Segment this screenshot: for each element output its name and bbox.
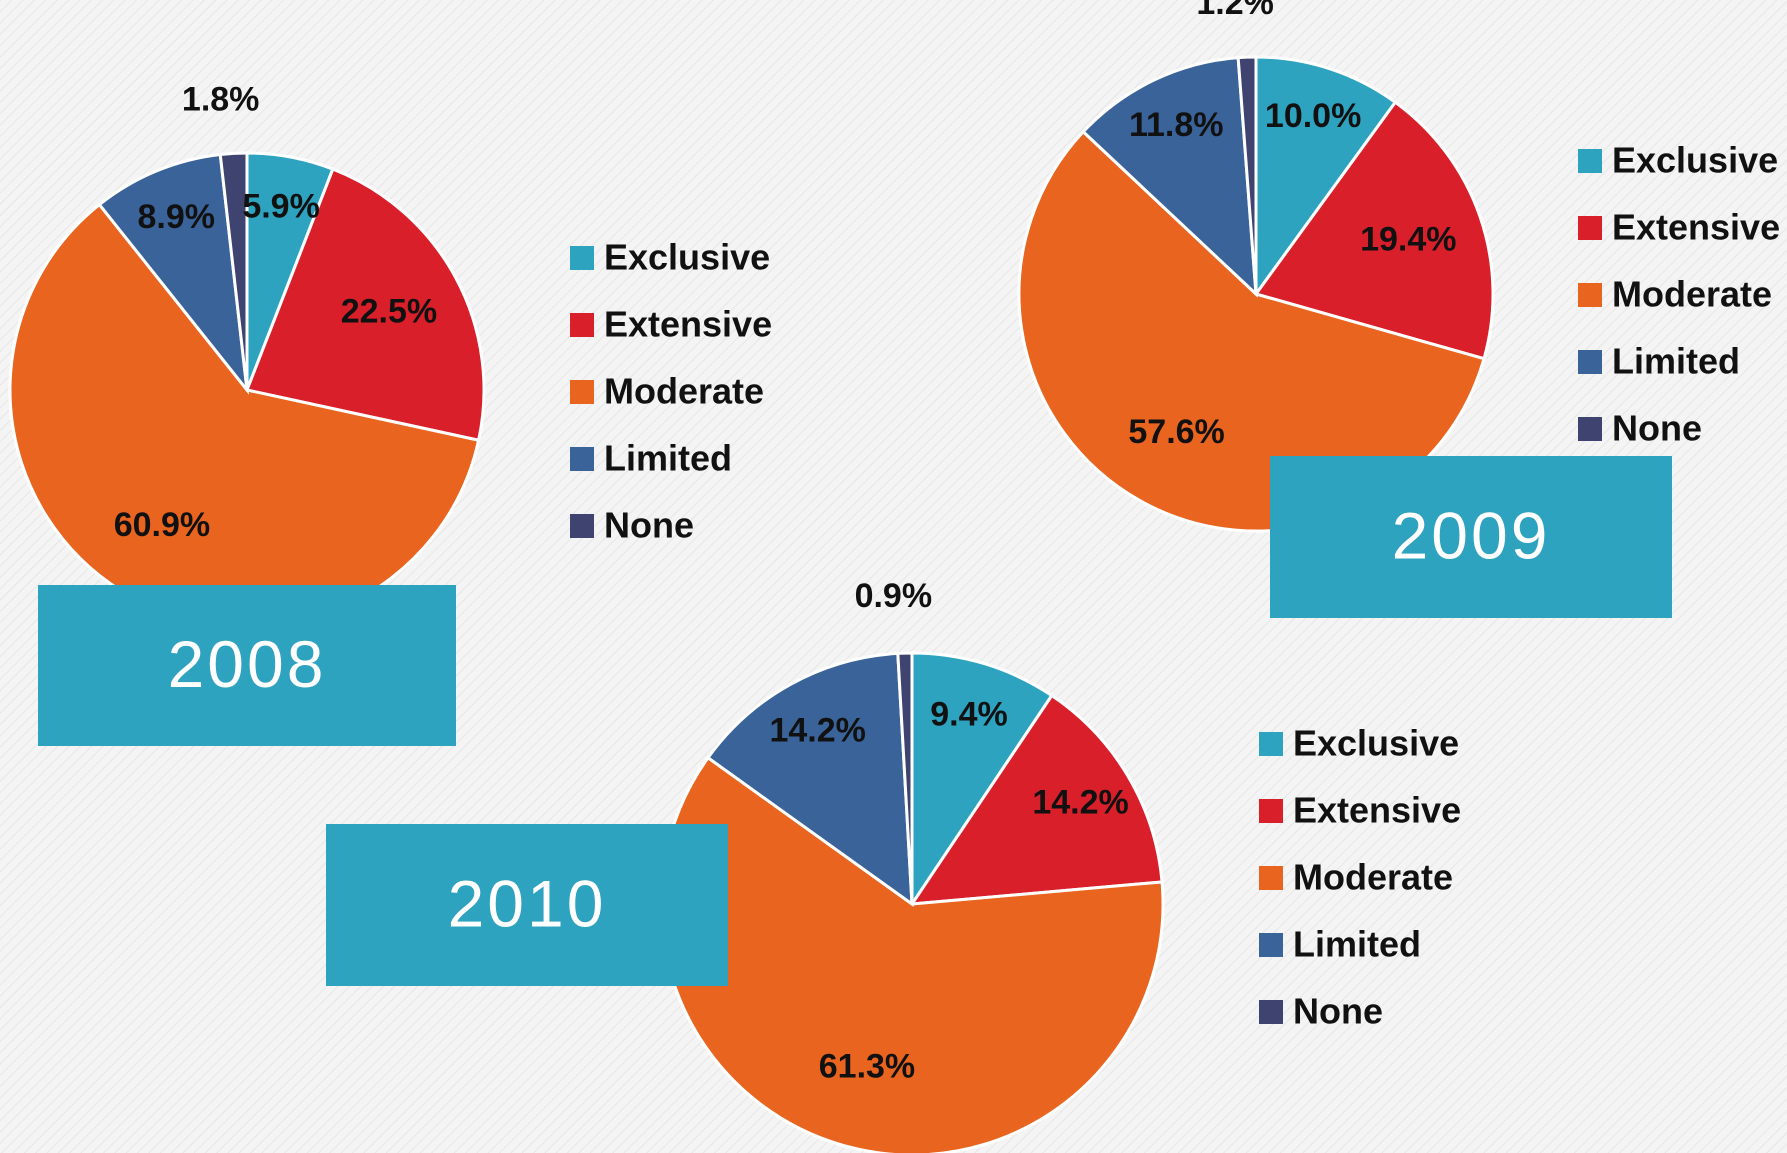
title-box xyxy=(326,824,728,986)
chart-title: 2010 xyxy=(448,866,607,940)
legend-label: Limited xyxy=(604,438,732,479)
legend-label: Exclusive xyxy=(1293,723,1459,764)
data-label: 1.2% xyxy=(1196,0,1274,22)
data-label: 61.3% xyxy=(819,1048,915,1086)
data-label: 19.4% xyxy=(1360,220,1456,258)
data-label: 0.9% xyxy=(855,577,933,615)
pie-slice xyxy=(1254,55,1398,299)
legend-swatch xyxy=(1578,216,1602,240)
pie-slice xyxy=(244,167,486,443)
legend-swatch xyxy=(1578,350,1602,374)
legend-swatch xyxy=(570,380,594,404)
legend-label: None xyxy=(604,505,694,546)
chart-title: 2009 xyxy=(1392,498,1551,572)
legend-label: Extensive xyxy=(1293,790,1461,831)
data-label: 1.8% xyxy=(182,80,260,118)
data-label: 8.9% xyxy=(138,198,216,236)
title-box xyxy=(1270,456,1672,618)
legend-swatch xyxy=(570,313,594,337)
legend-label: Exclusive xyxy=(604,237,770,278)
pie-slice xyxy=(1236,55,1258,295)
legend-swatch xyxy=(1259,799,1283,823)
legend-label: Extensive xyxy=(604,304,772,345)
pie-slice xyxy=(909,693,1164,906)
legend-label: Moderate xyxy=(604,371,764,412)
data-label: 60.9% xyxy=(114,506,210,544)
legend-swatch xyxy=(1259,732,1283,756)
pie-slice xyxy=(1253,100,1495,361)
data-label: 57.6% xyxy=(1128,413,1224,451)
data-label: 14.2% xyxy=(769,711,865,749)
legend-swatch xyxy=(570,514,594,538)
data-label: 5.9% xyxy=(242,187,320,225)
data-label: 22.5% xyxy=(341,293,437,331)
title-box xyxy=(38,585,456,746)
legend-label: Limited xyxy=(1293,924,1421,965)
data-label: 14.2% xyxy=(1032,783,1128,821)
legend-swatch xyxy=(1578,149,1602,173)
legend-swatch xyxy=(1259,933,1283,957)
legend-label: Moderate xyxy=(1293,857,1453,898)
legend-swatch xyxy=(570,447,594,471)
legend-swatch xyxy=(1578,417,1602,441)
legend-label: Extensive xyxy=(1612,207,1780,248)
legend-swatch xyxy=(1259,1000,1283,1024)
legend-label: Moderate xyxy=(1612,274,1772,315)
legend-label: Exclusive xyxy=(1612,140,1778,181)
legend-swatch xyxy=(1259,866,1283,890)
data-label: 11.8% xyxy=(1129,106,1224,144)
pie-slice xyxy=(910,651,1054,909)
pie-slice xyxy=(218,151,249,391)
pie-slice xyxy=(705,651,914,908)
pie-slice xyxy=(896,651,914,905)
chart-title: 2008 xyxy=(168,627,327,701)
legend-label: None xyxy=(1293,991,1383,1032)
legend-label: Limited xyxy=(1612,341,1740,382)
data-label: 9.4% xyxy=(930,696,1008,734)
legend-swatch xyxy=(1578,283,1602,307)
pie-slice xyxy=(1081,56,1258,298)
legend-label: None xyxy=(1612,408,1702,449)
pie-slice xyxy=(97,152,250,396)
legend-swatch xyxy=(570,246,594,270)
data-label: 10.0% xyxy=(1265,97,1361,135)
